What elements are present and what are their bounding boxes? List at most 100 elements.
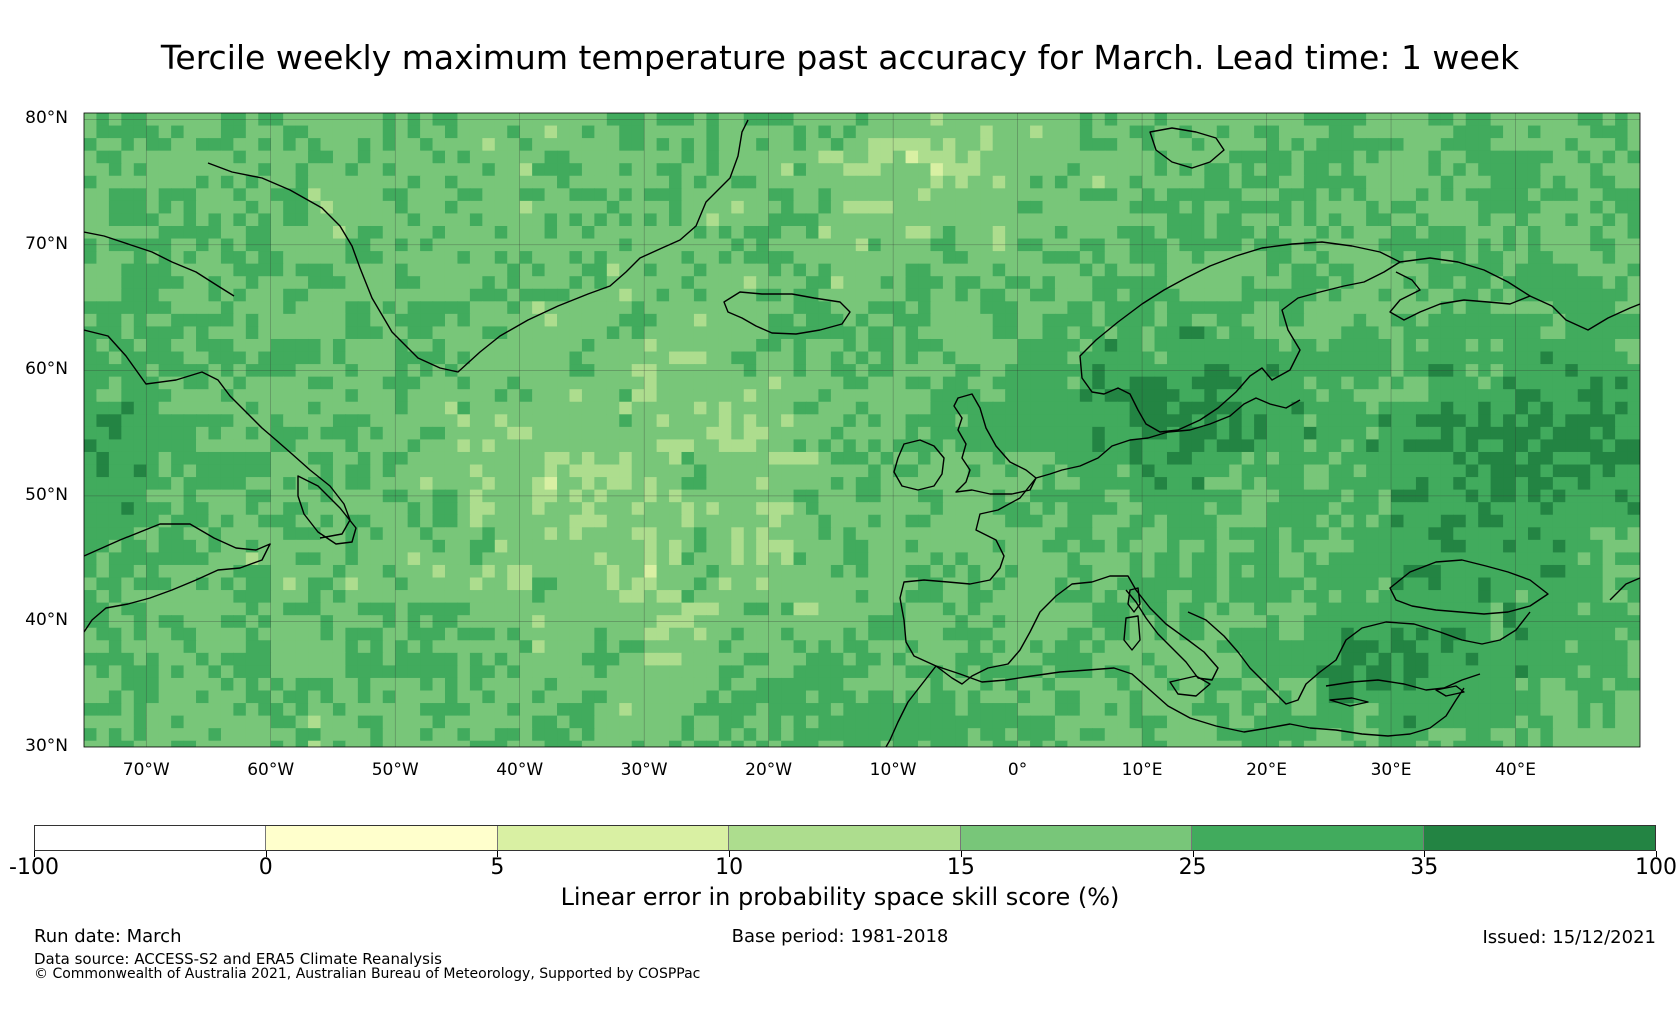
grid-cell [1154, 326, 1168, 340]
grid-cell [457, 426, 471, 441]
grid-cell [1415, 138, 1429, 152]
grid-cell [1254, 577, 1268, 591]
grid-cell [457, 539, 471, 553]
grid-cell [1291, 401, 1305, 415]
grid-cell [1527, 288, 1542, 302]
grid-cell [581, 163, 595, 177]
grid-cell [1391, 113, 1405, 127]
grid-cell [158, 426, 172, 441]
grid-cell [283, 213, 297, 227]
grid-cell [1366, 577, 1380, 591]
grid-cell [1540, 351, 1554, 365]
grid-cell [868, 577, 882, 591]
grid-cell [370, 564, 384, 579]
grid-cell [320, 401, 334, 415]
grid-cell [96, 502, 110, 516]
grid-cell [1142, 464, 1156, 478]
grid-cell [644, 426, 658, 441]
grid-cell [843, 364, 857, 378]
grid-cell [158, 326, 172, 340]
grid-cell [569, 401, 583, 415]
grid-cell [1030, 301, 1044, 315]
grid-cell [1154, 113, 1168, 127]
grid-cell [96, 564, 110, 579]
grid-cell [955, 313, 969, 328]
grid-cell [1602, 552, 1616, 566]
grid-cell [1129, 514, 1143, 528]
grid-cell [532, 364, 546, 378]
grid-cell [1490, 590, 1504, 604]
grid-cell [532, 539, 546, 553]
grid-cell [1129, 225, 1143, 240]
grid-cell [967, 527, 981, 541]
grid-cell [1117, 590, 1131, 604]
grid-cell [1515, 539, 1529, 553]
grid-cell [208, 188, 222, 202]
grid-cell [1067, 514, 1081, 528]
grid-cell [283, 489, 297, 503]
grid-cell [158, 564, 172, 579]
grid-cell [146, 175, 160, 189]
grid-cell [818, 163, 832, 177]
grid-cell [283, 326, 297, 340]
grid-cell [1527, 175, 1542, 189]
grid-cell [843, 451, 857, 466]
grid-cell [693, 552, 707, 566]
grid-cell [868, 564, 882, 579]
grid-cell [382, 276, 396, 290]
grid-cell [992, 188, 1006, 202]
grid-cell [382, 288, 396, 302]
grid-cell [482, 564, 496, 579]
grid-cell [1378, 351, 1392, 365]
grid-cell [420, 251, 434, 265]
grid-cell [1627, 590, 1640, 604]
grid-cell [1054, 138, 1068, 152]
grid-cell [731, 351, 745, 365]
grid-cell [532, 489, 546, 503]
grid-cell [557, 150, 571, 164]
grid-cell [370, 276, 384, 290]
grid-cell [183, 401, 197, 415]
grid-cell [432, 188, 446, 202]
grid-cell [308, 527, 322, 541]
grid-cell [1266, 564, 1280, 579]
grid-cell [1117, 138, 1131, 152]
grid-cell [1465, 326, 1479, 340]
grid-cell [830, 364, 844, 378]
grid-cell [868, 113, 882, 127]
grid-cell [1415, 150, 1429, 164]
grid-cell [768, 225, 782, 240]
grid-cell [918, 602, 932, 616]
grid-cell [84, 414, 98, 428]
grid-cell [681, 351, 695, 365]
grid-cell [1378, 163, 1392, 177]
grid-cell [1403, 364, 1417, 378]
grid-cell [357, 527, 371, 541]
grid-cell [432, 288, 446, 302]
grid-cell [146, 451, 160, 466]
grid-cell [283, 351, 297, 365]
grid-cell [855, 288, 869, 302]
grid-cell [1428, 175, 1442, 189]
grid-cell [843, 288, 857, 302]
grid-cell [1279, 464, 1293, 478]
grid-cell [1602, 188, 1616, 202]
grid-cell [656, 301, 670, 315]
grid-cell [1565, 439, 1579, 453]
grid-cell [1154, 590, 1168, 604]
grid-cell [1428, 188, 1442, 202]
grid-cell [706, 288, 720, 302]
grid-cell [1465, 577, 1479, 591]
grid-cell [918, 364, 932, 378]
grid-cell [1005, 276, 1019, 290]
grid-cell [656, 313, 670, 328]
grid-cell [1366, 238, 1380, 252]
grid-cell [1615, 163, 1629, 177]
grid-cell [320, 552, 334, 566]
grid-cell [992, 464, 1006, 478]
grid-cell [1154, 602, 1168, 616]
grid-cell [1279, 414, 1293, 428]
grid-cell [494, 602, 508, 616]
grid-cell [619, 439, 633, 453]
grid-cell [1266, 338, 1280, 353]
